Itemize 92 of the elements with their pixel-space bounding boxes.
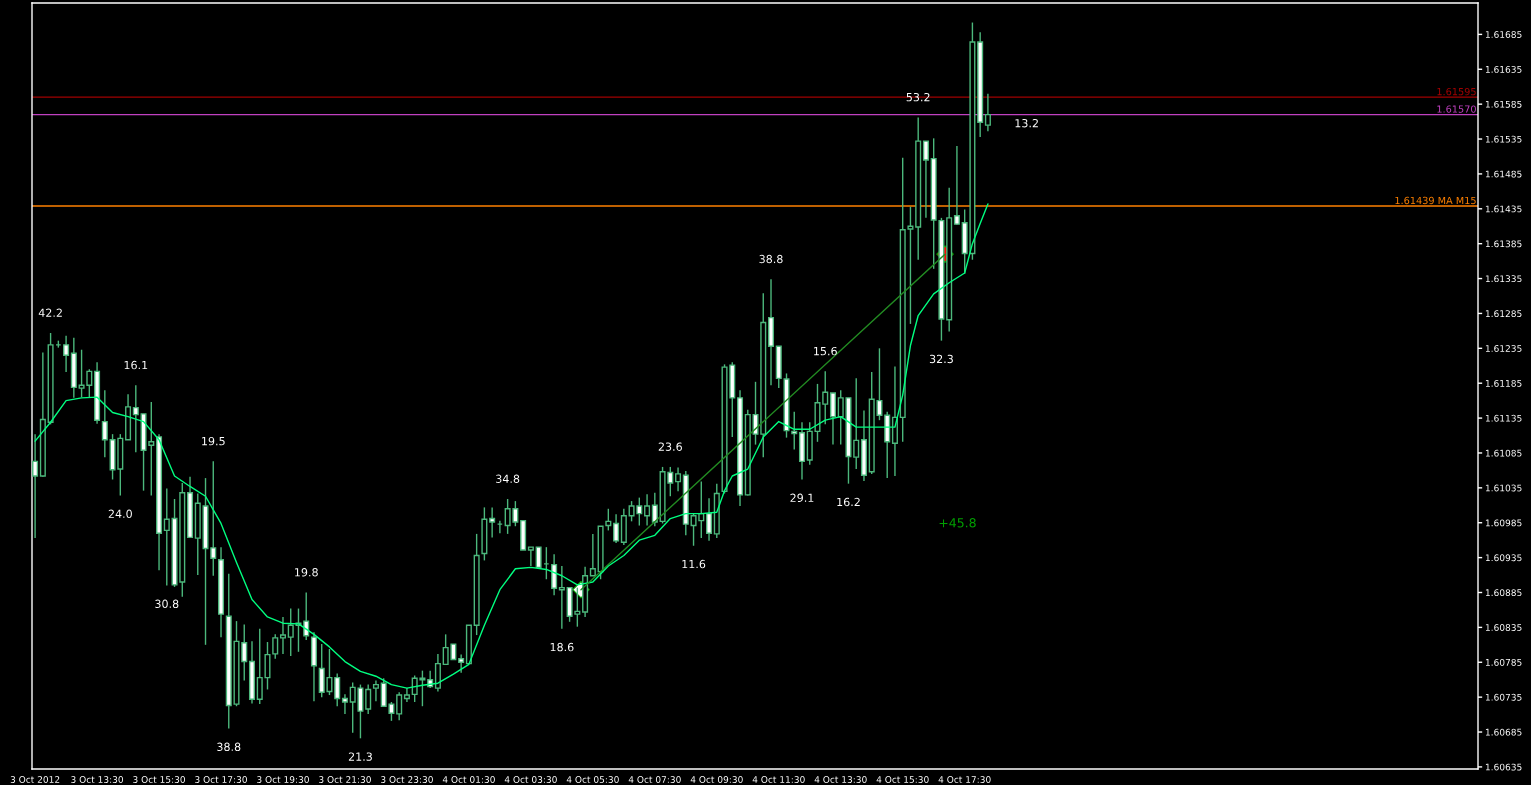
candlestick [706,497,713,542]
candlestick [365,683,372,715]
y-tick-label: 1.61485 [1485,170,1522,178]
annotation: 38.8 [217,742,241,752]
annotation: 30.8 [155,599,179,609]
candlestick [535,546,542,569]
x-tick-label: 4 Oct 09:30 [690,776,743,783]
annotation: 34.8 [496,474,520,483]
candlestick [644,493,651,527]
y-tick-label: 1.61035 [1485,484,1522,492]
candlestick [551,553,558,596]
line-series [34,203,989,689]
y-tick-label: 1.61235 [1485,345,1522,352]
y-tick-label: 1.61535 [1485,135,1522,143]
y-tick-label: 1.61185 [1485,379,1522,387]
annotation: 15.6 [814,346,837,356]
y-tick-label: 1.60935 [1485,554,1522,562]
annotation: 24.0 [108,509,132,519]
y-tick-label: 1.61285 [1485,310,1522,317]
candlestick [791,411,798,451]
x-tick-label: 4 Oct 07:30 [628,776,681,783]
candlestick [953,145,960,226]
candlestick [922,140,929,219]
y-tick-label: 1.60885 [1485,589,1522,597]
candlestick [303,591,310,641]
candlestick [163,487,170,587]
candlestick [132,384,139,453]
x-tick-label: 4 Oct 15:30 [876,776,929,783]
ref-line-label: 1.61595 [1437,87,1476,96]
candlestick [372,679,379,703]
candlestick [527,546,534,567]
candlestick [101,389,108,458]
annotation: 21.3 [348,752,372,761]
y-tick-label: 1.61435 [1485,205,1522,213]
y-tick-label: 1.60685 [1485,728,1522,736]
x-tick-label: 4 Oct 13:30 [814,776,867,783]
candlestick [458,653,465,674]
annotation: 53.2 [906,92,930,102]
x-tick-label: 3 Oct 15:30 [133,776,185,783]
x-tick-label: 3 Oct 21:30 [319,776,371,783]
annotation: 16.1 [124,360,148,370]
annotation: 19.5 [202,436,225,446]
y-tick-label: 1.61135 [1485,414,1522,422]
y-tick-label: 1.61635 [1485,66,1522,73]
annotation: 19.8 [295,568,318,577]
annotation: 29.1 [790,493,814,502]
x-tick-label: 4 Oct 05:30 [566,776,619,783]
annotation: +45.8 [939,518,976,528]
x-tick-label: 3 Oct 19:30 [257,776,309,783]
candlestick [651,492,658,527]
ref-line-label: 1.61570 [1437,105,1476,113]
candlestick [63,335,70,373]
y-tick-label: 1.60735 [1485,693,1522,701]
x-tick-label: 4 Oct 01:30 [442,776,495,783]
x-tick-label: 3 Oct 23:30 [381,776,433,783]
y-tick-label: 1.61685 [1485,31,1522,38]
candlestick [558,565,565,630]
annotation: 16.2 [837,497,860,507]
x-tick-label: 4 Oct 11:30 [752,776,805,783]
x-tick-label: 4 Oct 17:30 [938,776,991,783]
candlestick [675,466,682,493]
annotation: 13.2 [1015,118,1038,128]
annotation: 32.3 [929,354,953,364]
y-tick-label: 1.61585 [1485,100,1522,108]
y-tick-label: 1.60985 [1485,519,1522,527]
y-tick-label: 1.60785 [1485,658,1522,666]
ref-line-label: 1.61439 MA M15 [1395,196,1476,205]
annotation: 11.6 [682,559,706,569]
y-tick-label: 1.61335 [1485,275,1522,283]
candlestick [613,513,620,544]
candlestick [605,508,612,532]
candlestick [984,92,991,133]
y-tick-label: 1.61085 [1485,449,1522,457]
candlestick [829,392,836,446]
x-tick-label: 3 Oct 13:30 [71,776,124,783]
annotation: 42.2 [38,308,62,317]
y-tick-label: 1.60835 [1485,624,1522,631]
x-tick-label: 3 Oct 17:30 [195,776,247,783]
x-tick-label: 4 Oct 03:30 [504,776,557,783]
candlestick [341,693,348,715]
candlestick [589,533,596,577]
x-tick-label: 3 Oct 2012 [10,776,60,783]
annotation: 38.8 [759,254,783,264]
y-tick-label: 1.60635 [1485,763,1522,771]
candlestick [279,616,287,655]
y-tick-label: 1.61385 [1485,240,1522,248]
candlestick [489,506,496,539]
candlestick [853,377,860,470]
candlestick [396,691,403,721]
annotation: 18.6 [550,642,574,652]
annotation: 23.6 [658,442,682,451]
candlestick [334,672,341,707]
